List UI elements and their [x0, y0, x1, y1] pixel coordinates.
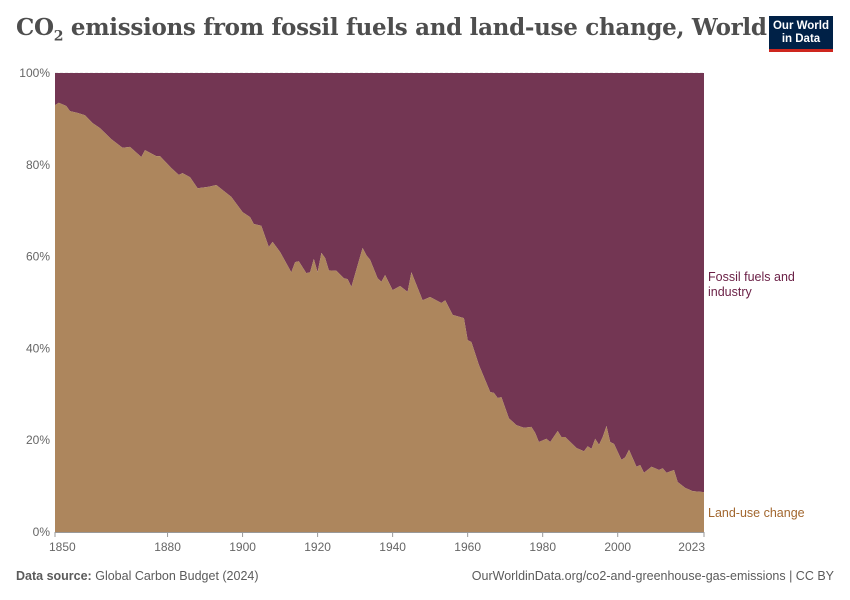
area-land-use	[55, 102, 704, 533]
x-tick-label: 1980	[529, 540, 556, 554]
chart-title: CO2 emissions from fossil fuels and land…	[16, 14, 767, 45]
y-tick-label: 20%	[26, 433, 50, 447]
x-tick-label: 1900	[229, 540, 256, 554]
data-source: Data source: Global Carbon Budget (2024)	[16, 569, 259, 583]
x-tick-label: 2000	[604, 540, 631, 554]
legend-land-use: Land-use change	[708, 506, 805, 520]
legend-fossil-fuels-line2: industry	[708, 285, 753, 299]
x-tick-label: 1940	[379, 540, 406, 554]
legend-fossil-fuels: Fossil fuels and	[708, 270, 795, 284]
area-fossil-fuels	[55, 73, 704, 493]
owid-logo[interactable]: Our World in Data	[769, 16, 833, 52]
y-tick-label: 40%	[26, 341, 50, 355]
y-tick-label: 0%	[33, 525, 51, 539]
x-tick-label: 2023	[678, 540, 705, 554]
x-tick-label: 1960	[454, 540, 481, 554]
x-tick-label: 1920	[304, 540, 331, 554]
x-tick-label: 1880	[154, 540, 181, 554]
y-tick-label: 60%	[26, 250, 50, 264]
y-tick-label: 100%	[19, 66, 50, 80]
x-tick-label: 1850	[49, 540, 76, 554]
y-tick-label: 80%	[26, 158, 50, 172]
source-url[interactable]: OurWorldinData.org/co2-and-greenhouse-ga…	[471, 569, 834, 583]
